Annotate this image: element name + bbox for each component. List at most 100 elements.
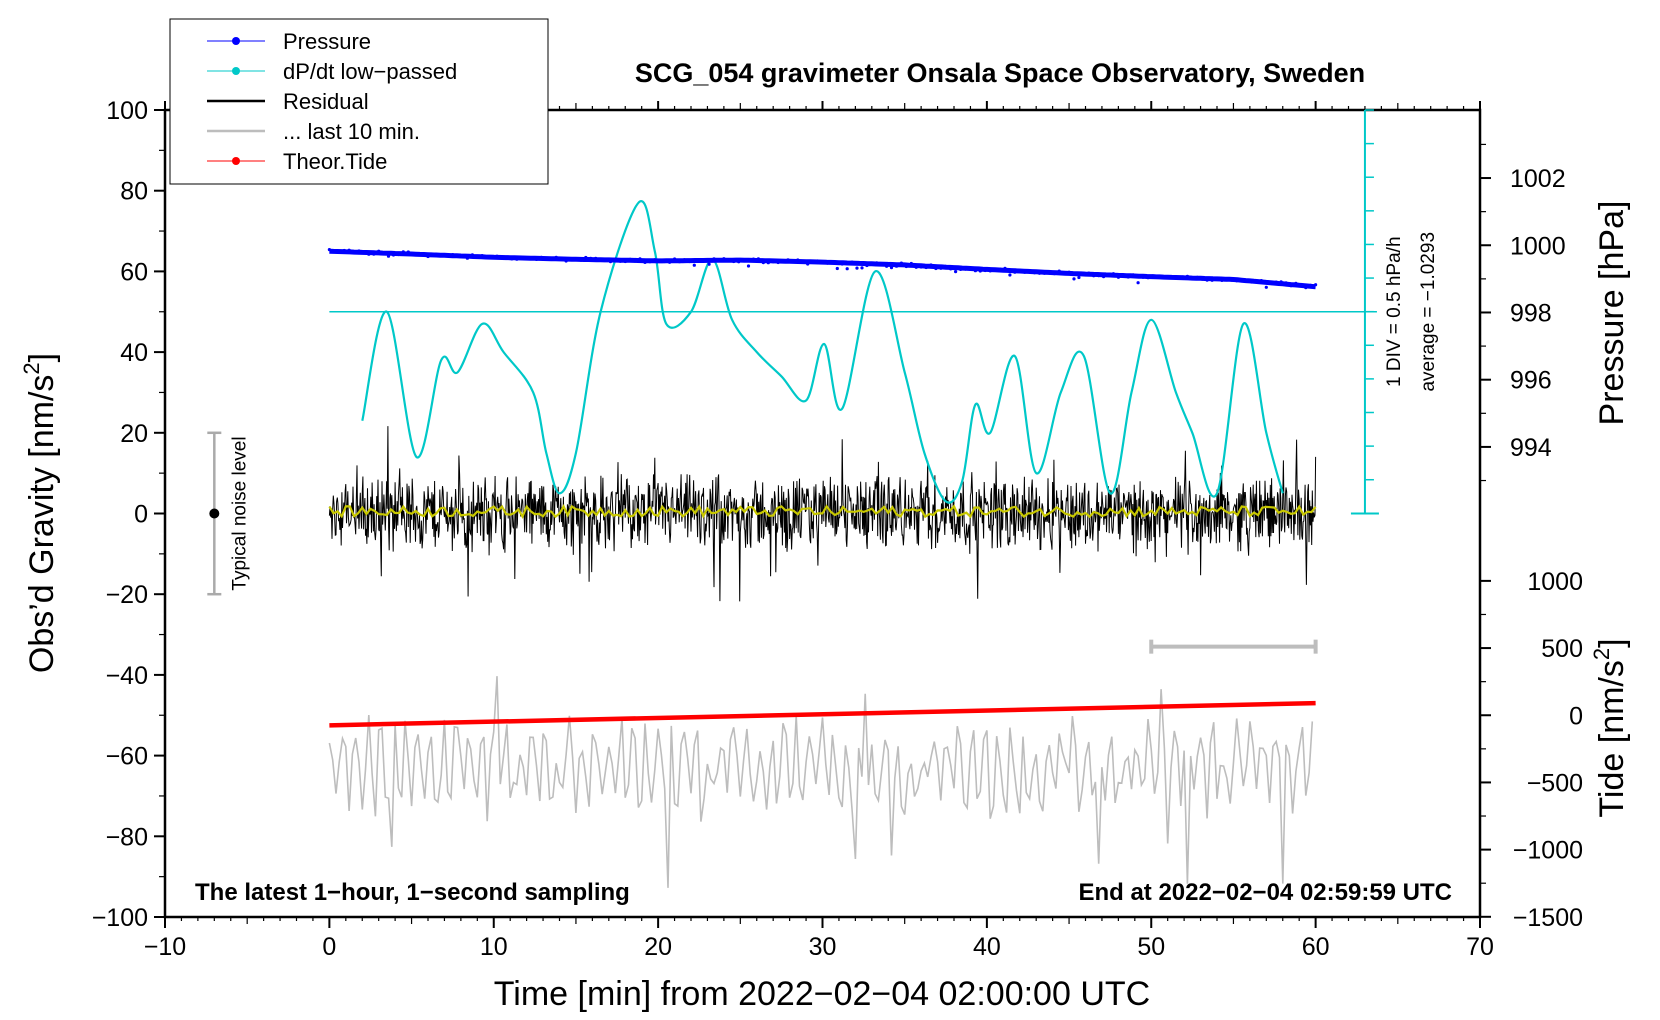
pressure-point bbox=[934, 266, 938, 271]
last-10min-line bbox=[328, 676, 1314, 888]
tide-tick-label: −1500 bbox=[1513, 904, 1583, 932]
pressure-point bbox=[1136, 281, 1140, 285]
pressure-point bbox=[653, 258, 657, 262]
tide-tick-label: 500 bbox=[1541, 635, 1583, 663]
tide-tick-label: −1000 bbox=[1513, 837, 1583, 865]
pressure-point bbox=[865, 263, 869, 268]
pressure-point bbox=[377, 249, 381, 253]
pressure-point bbox=[968, 266, 973, 270]
pressure-point bbox=[559, 257, 563, 261]
pressure-point bbox=[1082, 273, 1086, 277]
pressure-point bbox=[835, 266, 839, 271]
x-tick-label: −10 bbox=[144, 933, 186, 961]
y-tick-label: −20 bbox=[106, 581, 148, 609]
pressure-point bbox=[396, 252, 400, 257]
pressure-point bbox=[732, 259, 736, 264]
pressure-point bbox=[904, 264, 908, 269]
pressure-point bbox=[707, 262, 711, 266]
pressure-point bbox=[401, 250, 405, 254]
pressure-point bbox=[860, 266, 864, 270]
pressure-point bbox=[1151, 274, 1155, 278]
pressure-point bbox=[919, 265, 923, 269]
pressure-point bbox=[944, 264, 948, 268]
pressure-point bbox=[820, 260, 825, 264]
pressure-point bbox=[554, 255, 558, 259]
pressure-point bbox=[1215, 277, 1219, 281]
pressure-point bbox=[1185, 274, 1189, 278]
pressure-point bbox=[1067, 270, 1071, 274]
pressure-point bbox=[963, 267, 968, 271]
pressure-point bbox=[1309, 283, 1313, 287]
pressure-point bbox=[638, 257, 642, 261]
pressure-point bbox=[1249, 280, 1254, 284]
pressure-tick-label: 994 bbox=[1510, 434, 1552, 462]
pressure-point bbox=[544, 257, 549, 261]
pressure-point bbox=[924, 265, 928, 270]
pressure-point bbox=[1274, 280, 1278, 284]
pressure-point bbox=[594, 256, 598, 260]
pressure-point bbox=[603, 258, 608, 262]
pressure-point bbox=[337, 250, 341, 254]
pressure-point bbox=[929, 263, 933, 267]
pressure-point bbox=[1087, 271, 1091, 275]
pressure-point bbox=[1190, 276, 1194, 280]
noise-bar-dot bbox=[209, 508, 220, 519]
pressure-point bbox=[485, 255, 489, 259]
pressure-point bbox=[1259, 279, 1263, 283]
legend-label: dP/dt low−passed bbox=[283, 59, 457, 84]
pressure-point bbox=[446, 253, 450, 257]
pressure-point bbox=[1072, 277, 1076, 281]
pressure-point bbox=[1175, 276, 1180, 280]
pressure-point bbox=[530, 256, 534, 260]
pressure-point bbox=[357, 249, 361, 253]
pressure-point bbox=[825, 261, 830, 265]
pressure-point bbox=[663, 259, 667, 264]
pressure-point bbox=[406, 250, 410, 254]
pressure-point bbox=[1042, 271, 1046, 275]
pressure-point bbox=[1180, 275, 1185, 279]
pressure-point bbox=[771, 260, 775, 264]
pressure-point bbox=[475, 255, 479, 259]
pressure-point bbox=[1116, 275, 1120, 279]
pressure-point bbox=[668, 260, 672, 264]
pressure-point bbox=[589, 256, 593, 260]
pressure-point bbox=[993, 267, 997, 271]
pressure-point bbox=[648, 260, 652, 264]
pressure-point bbox=[658, 259, 662, 263]
x-tick-label: 0 bbox=[322, 933, 336, 961]
pressure-series bbox=[327, 248, 1318, 290]
pressure-point bbox=[579, 258, 583, 262]
pressure-point bbox=[421, 253, 425, 257]
series-group bbox=[327, 200, 1318, 888]
pressure-point bbox=[510, 257, 514, 261]
x-tick-label: 10 bbox=[480, 933, 508, 961]
pressure-point bbox=[806, 262, 810, 266]
legend-marker bbox=[232, 67, 240, 75]
pressure-point bbox=[1111, 272, 1115, 276]
y-axis-title-main: Obs’d Gravity [nm/s bbox=[23, 375, 61, 674]
pressure-point bbox=[855, 266, 859, 270]
pressure-point bbox=[1294, 281, 1298, 285]
pressure-point bbox=[525, 256, 529, 261]
pressure-point bbox=[613, 257, 618, 261]
pressure-point bbox=[702, 258, 706, 262]
pressure-point bbox=[949, 267, 953, 271]
pressure-point bbox=[673, 257, 677, 261]
pressure-point bbox=[722, 257, 726, 261]
pressure-point bbox=[687, 259, 692, 264]
pressure-point bbox=[914, 265, 918, 269]
pressure-point bbox=[460, 254, 465, 259]
pressure-point bbox=[386, 254, 391, 258]
pressure-point bbox=[766, 261, 770, 265]
pressure-point bbox=[1032, 271, 1037, 275]
pressure-point bbox=[1299, 283, 1303, 287]
pressure-point bbox=[1097, 274, 1101, 278]
pressure-point bbox=[954, 270, 958, 274]
pressure-point bbox=[500, 255, 504, 259]
pressure-point bbox=[781, 259, 785, 263]
pressure-point bbox=[959, 267, 963, 271]
noise-bar-label: Typical noise level bbox=[229, 436, 250, 590]
theor-tide-line bbox=[329, 700, 1316, 728]
pressure-point bbox=[431, 252, 435, 256]
pressure-point bbox=[1235, 279, 1239, 283]
